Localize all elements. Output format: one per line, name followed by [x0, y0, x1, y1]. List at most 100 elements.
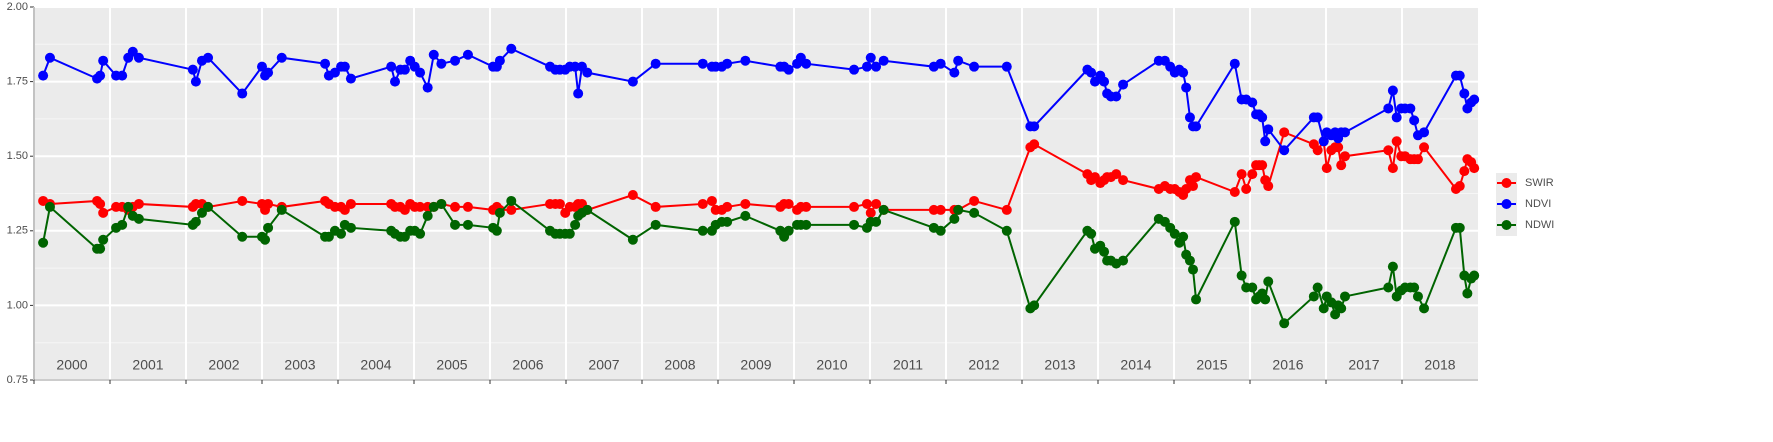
- data-point: [98, 234, 109, 245]
- data-point: [1111, 91, 1122, 102]
- data-point: [117, 219, 128, 230]
- data-point: [1409, 115, 1420, 126]
- data-point: [783, 198, 794, 209]
- data-point: [1383, 282, 1394, 293]
- data-point: [1191, 294, 1202, 305]
- legend-label: SWIR: [1525, 177, 1554, 189]
- data-point: [1383, 103, 1394, 114]
- data-point: [969, 207, 980, 218]
- data-point: [1391, 136, 1402, 147]
- data-point: [276, 204, 287, 215]
- data-point: [386, 61, 397, 72]
- data-point: [1318, 136, 1329, 147]
- data-point: [415, 201, 426, 212]
- data-point: [494, 207, 505, 218]
- data-point: [1184, 255, 1195, 266]
- x-tick-label: 2010: [816, 357, 847, 373]
- data-point: [237, 88, 248, 99]
- data-point: [1236, 169, 1247, 180]
- data-point: [801, 201, 812, 212]
- data-point: [44, 201, 55, 212]
- data-point: [740, 198, 751, 209]
- data-point: [1001, 61, 1012, 72]
- data-point: [1405, 103, 1416, 114]
- x-tick-label: 2018: [1424, 357, 1455, 373]
- data-point: [1469, 163, 1480, 174]
- data-point: [263, 222, 274, 233]
- data-point: [697, 58, 708, 69]
- data-point: [1279, 318, 1290, 329]
- data-point: [1191, 172, 1202, 183]
- data-point: [491, 225, 502, 236]
- data-point: [570, 61, 581, 72]
- data-point: [1086, 228, 1097, 239]
- data-point: [1247, 97, 1258, 108]
- data-point: [740, 55, 751, 66]
- x-tick-label: 2011: [893, 357, 923, 373]
- data-point: [1247, 169, 1258, 180]
- data-point: [436, 198, 447, 209]
- data-point: [1188, 264, 1198, 275]
- data-point: [1312, 282, 1323, 293]
- data-point: [878, 55, 889, 66]
- data-point: [564, 228, 575, 239]
- data-point: [1178, 231, 1189, 242]
- data-point: [1184, 112, 1195, 123]
- data-point: [865, 207, 876, 218]
- x-tick-label: 2005: [436, 357, 467, 373]
- data-point: [878, 204, 889, 215]
- data-point: [462, 201, 473, 212]
- data-point: [969, 61, 980, 72]
- data-point: [237, 195, 248, 206]
- data-point: [1279, 145, 1290, 156]
- data-point: [1263, 276, 1274, 287]
- data-point: [1118, 79, 1129, 90]
- data-point: [415, 228, 426, 239]
- data-point: [390, 76, 400, 87]
- data-point: [263, 198, 274, 209]
- data-point: [1321, 163, 1332, 174]
- data-point: [415, 67, 426, 78]
- data-point: [570, 219, 581, 230]
- data-point: [1118, 175, 1129, 186]
- y-tick-label: 2.00: [7, 1, 28, 13]
- data-point: [436, 58, 447, 69]
- data-point: [1419, 303, 1430, 314]
- data-point: [650, 201, 661, 212]
- data-point: [949, 213, 960, 224]
- data-point: [133, 213, 144, 224]
- data-point: [1340, 291, 1350, 302]
- x-tick-label: 2003: [284, 357, 315, 373]
- data-point: [345, 73, 356, 84]
- data-point: [450, 55, 461, 66]
- data-point: [428, 201, 439, 212]
- data-point: [861, 61, 872, 72]
- data-point: [1454, 222, 1465, 233]
- data-point: [1387, 163, 1398, 174]
- data-point: [861, 198, 872, 209]
- data-point: [506, 204, 517, 215]
- data-point: [1111, 169, 1122, 180]
- x-tick-label: 2013: [1044, 357, 1075, 373]
- data-point: [1419, 127, 1430, 138]
- data-point: [1260, 294, 1271, 305]
- data-point: [1308, 291, 1319, 302]
- data-point: [1336, 160, 1347, 171]
- data-point: [1333, 142, 1344, 153]
- data-point: [1099, 76, 1110, 87]
- data-point: [871, 198, 882, 209]
- data-point: [573, 88, 584, 99]
- data-point: [1459, 88, 1470, 99]
- data-point: [98, 207, 109, 218]
- data-point: [1257, 112, 1268, 123]
- data-point: [95, 243, 106, 254]
- data-point: [582, 67, 593, 78]
- data-point: [399, 64, 410, 75]
- data-point: [117, 70, 128, 81]
- data-point: [1387, 261, 1398, 272]
- data-point: [935, 58, 946, 69]
- data-point: [969, 195, 980, 206]
- data-point: [450, 201, 461, 212]
- data-point: [462, 219, 473, 230]
- data-point: [849, 201, 860, 212]
